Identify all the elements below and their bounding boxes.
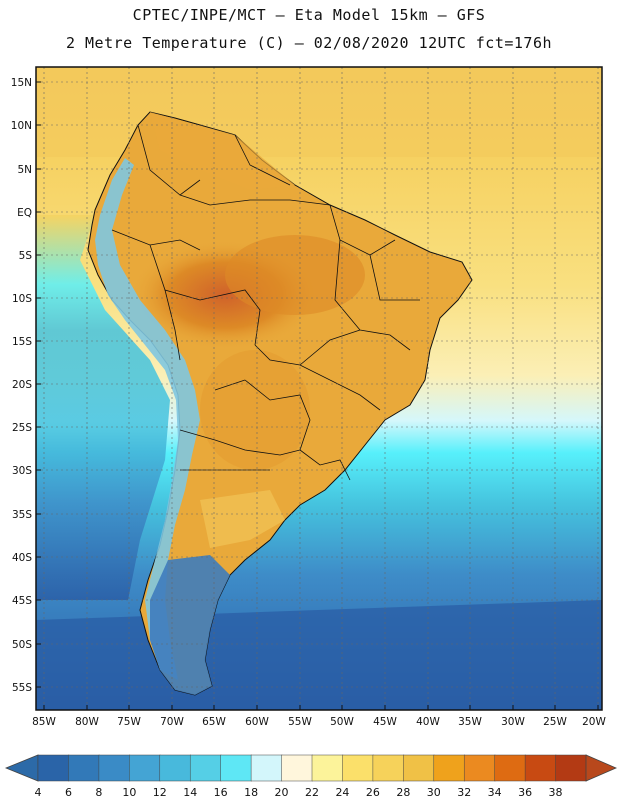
gran-chaco-warm <box>200 350 310 470</box>
patagonia-cool-zone <box>150 555 230 695</box>
lat-label: 35S <box>12 509 32 521</box>
lon-label: 80W <box>75 716 99 728</box>
lat-label: 15N <box>11 77 32 89</box>
colorbar-label: 8 <box>95 786 102 799</box>
colorbar-label: 6 <box>65 786 72 799</box>
chart-title: CPTEC/INPE/MCT – Eta Model 15km – GFS <box>132 6 486 24</box>
tick-marks <box>36 81 599 710</box>
graticule <box>36 67 602 710</box>
colorbar-cell <box>311 754 344 782</box>
lat-label: 25S <box>12 422 32 434</box>
colorbar-label: 20 <box>275 786 289 799</box>
colorbar-cell <box>250 754 283 782</box>
lat-label: 50S <box>12 639 32 651</box>
colorbar-cell <box>68 754 100 782</box>
colorbar-label: 22 <box>305 786 319 799</box>
colorbar-label: 32 <box>457 786 471 799</box>
colorbar-label: 28 <box>396 786 410 799</box>
lon-label: 20W <box>582 716 606 728</box>
colorbar-label: 10 <box>122 786 136 799</box>
colorbar-cell <box>555 754 587 782</box>
lon-label: 35W <box>458 716 482 728</box>
colorbar-label: 4 <box>35 786 42 799</box>
lon-label: 25W <box>543 716 567 728</box>
pampas-warm-zone <box>200 490 285 548</box>
lon-label: 70W <box>160 716 184 728</box>
colorbar-low-arrow <box>4 754 39 782</box>
colorbar: 4 6 8 10 12 14 16 18 20 22 24 26 28 30 32 34 36 38 <box>4 754 618 799</box>
country-borders <box>111 124 420 481</box>
lon-label: 85W <box>32 716 56 728</box>
lat-label: 5N <box>17 164 32 176</box>
lat-label: 10N <box>11 120 32 132</box>
tropical-warm-band <box>36 67 602 157</box>
colorbar-labels: 4 6 8 10 12 14 16 18 20 22 24 26 28 30 32 34 36 38 <box>35 786 563 799</box>
lon-label: 55W <box>288 716 312 728</box>
colorbar-label: 14 <box>183 786 197 799</box>
lon-label: 30W <box>501 716 525 728</box>
central-hot-area <box>225 235 365 315</box>
colorbar-cell <box>37 754 70 782</box>
colorbar-high-arrow <box>585 754 618 782</box>
lat-label: 20S <box>12 379 32 391</box>
lon-label: 65W <box>202 716 226 728</box>
lon-label: 50W <box>330 716 354 728</box>
lat-label: EQ <box>17 207 32 219</box>
colorbar-label: 16 <box>214 786 228 799</box>
lat-label: 5S <box>19 250 33 262</box>
temperature-map: 15N 10N 5N EQ 5S 10S 15S 20S 25S 30S 35S… <box>11 66 606 728</box>
colorbar-cells <box>37 754 587 782</box>
colorbar-cell <box>433 754 465 782</box>
lon-label: 60W <box>245 716 269 728</box>
chart-subtitle: 2 Metre Temperature (C) – 02/08/2020 12U… <box>65 34 553 52</box>
lat-label: 40S <box>12 552 32 564</box>
colorbar-cell <box>281 754 313 782</box>
colorbar-label: 24 <box>335 786 349 799</box>
colorbar-cell <box>494 754 526 782</box>
pacific-cool-field <box>36 215 170 600</box>
andes-cold-strip <box>95 158 200 680</box>
colorbar-label: 38 <box>549 786 563 799</box>
lat-label: 10S <box>12 293 32 305</box>
colorbar-label: 12 <box>153 786 167 799</box>
colorbar-cell <box>463 754 496 782</box>
colorbar-cell <box>342 754 374 782</box>
lon-label: 40W <box>416 716 440 728</box>
colorbar-label: 34 <box>488 786 502 799</box>
colorbar-label: 26 <box>366 786 380 799</box>
colorbar-label: 18 <box>244 786 258 799</box>
lat-label: 45S <box>12 595 32 607</box>
colorbar-cell <box>220 754 252 782</box>
colorbar-cell <box>524 754 557 782</box>
colorbar-cell <box>98 754 131 782</box>
colorbar-cell <box>189 754 222 782</box>
colorbar-cell <box>372 754 405 782</box>
lon-label: 75W <box>117 716 141 728</box>
colorbar-cell <box>159 754 191 782</box>
colorbar-label: 30 <box>427 786 441 799</box>
map-frame <box>35 66 603 711</box>
colorbar-cell <box>129 754 161 782</box>
lat-label: 55S <box>12 682 32 694</box>
colorbar-cell <box>403 754 435 782</box>
colorbar-label: 36 <box>518 786 532 799</box>
lon-label: 45W <box>373 716 397 728</box>
lat-label: 30S <box>12 465 32 477</box>
lat-label: 15S <box>12 336 32 348</box>
guiana-warm-zone <box>150 112 295 190</box>
